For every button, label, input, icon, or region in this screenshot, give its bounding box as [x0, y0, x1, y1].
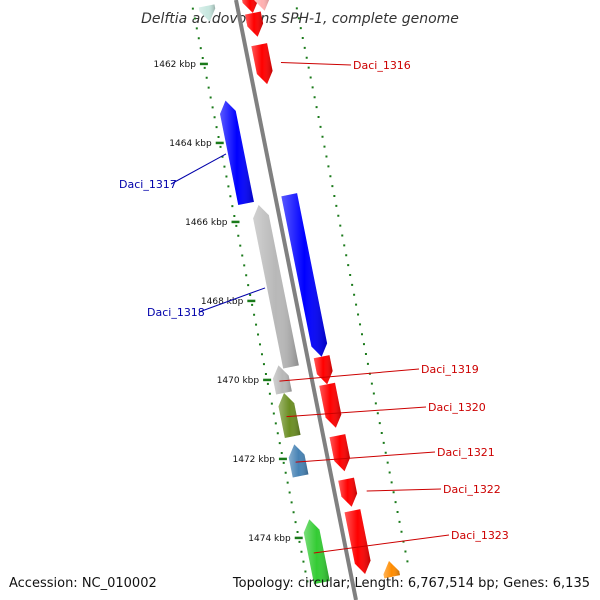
gene-label-daci-1321[interactable]: Daci_1321: [437, 446, 495, 459]
gene-arrow-shading: [338, 477, 358, 507]
gene-label-daci-1316[interactable]: Daci_1316: [353, 59, 411, 72]
tick-label: 1466 kbp: [185, 218, 228, 228]
accession-text: Accession: NC_010002: [9, 576, 157, 591]
gene-arrow-shading: [329, 434, 351, 472]
gene-label-leader: [286, 406, 427, 418]
scale-tick-labels: 1462 kbp 1464 kbp 1466 kbp 1468 kbp 1470 kbp…: [154, 60, 303, 544]
gene-arrow-shading: [272, 365, 292, 395]
tick-label: 1464 kbp: [169, 139, 212, 149]
scale-ticks-inner: [191, 7, 309, 583]
gene-label-leader: [280, 61, 352, 66]
gene-arrow-shading: [220, 100, 254, 205]
tick-label: 1462 kbp: [154, 60, 197, 70]
gene-label-daci-1322[interactable]: Daci_1322: [443, 483, 501, 496]
gene-arrow-shading: [383, 560, 400, 579]
gene-label-daci-1318[interactable]: Daci_1318: [147, 306, 205, 319]
gene-arrow-shading: [303, 519, 330, 585]
gene-label-daci-1317[interactable]: Daci_1317: [119, 178, 177, 191]
gene-arrow-shading: [344, 509, 371, 574]
gene-label-leader: [313, 534, 450, 554]
gene-label-leader: [198, 287, 266, 313]
tick-label: 1470 kbp: [217, 376, 260, 386]
gene-label-daci-1320[interactable]: Daci_1320: [428, 401, 486, 414]
gene-labels: Daci_1316 Daci_1317 Daci_1318 Daci_1319 Daci…: [119, 59, 509, 554]
tick-label: 1472 kbp: [233, 455, 276, 465]
gene-arrow-shading: [254, 0, 270, 11]
gene-label-daci-1323[interactable]: Daci_1323: [451, 529, 509, 542]
gene-features: [198, 0, 400, 585]
gene-arrow-shading: [245, 11, 264, 37]
genome-backbone: [234, 0, 358, 600]
genome-summary-text: Topology: circular; Length: 6,767,514 bp…: [232, 576, 590, 591]
gene-label-leader: [295, 451, 436, 463]
tick-label: 1474 kbp: [248, 534, 291, 544]
map-title: Delftia acidovorans SPH-1, complete geno…: [141, 11, 459, 27]
gene-label-leader: [366, 488, 442, 492]
gene-arrow-shading: [253, 204, 299, 369]
gene-label-leader: [279, 368, 420, 382]
scale-ticks-outer: [295, 7, 409, 563]
gene-arrow-shading: [198, 4, 216, 22]
gene-arrow-shading: [281, 193, 328, 357]
gene-arrow-shading: [242, 0, 259, 14]
gene-label-leader: [170, 153, 227, 185]
gene-arrow-shading: [313, 355, 333, 385]
gene-arrow-shading: [319, 382, 342, 428]
gene-arrow-shading: [288, 444, 309, 478]
gene-arrow-shading: [251, 43, 273, 85]
tick-label: 1468 kbp: [201, 297, 244, 307]
gene-arrow-shading: [278, 392, 301, 439]
gene-label-daci-1319[interactable]: Daci_1319: [421, 363, 479, 376]
